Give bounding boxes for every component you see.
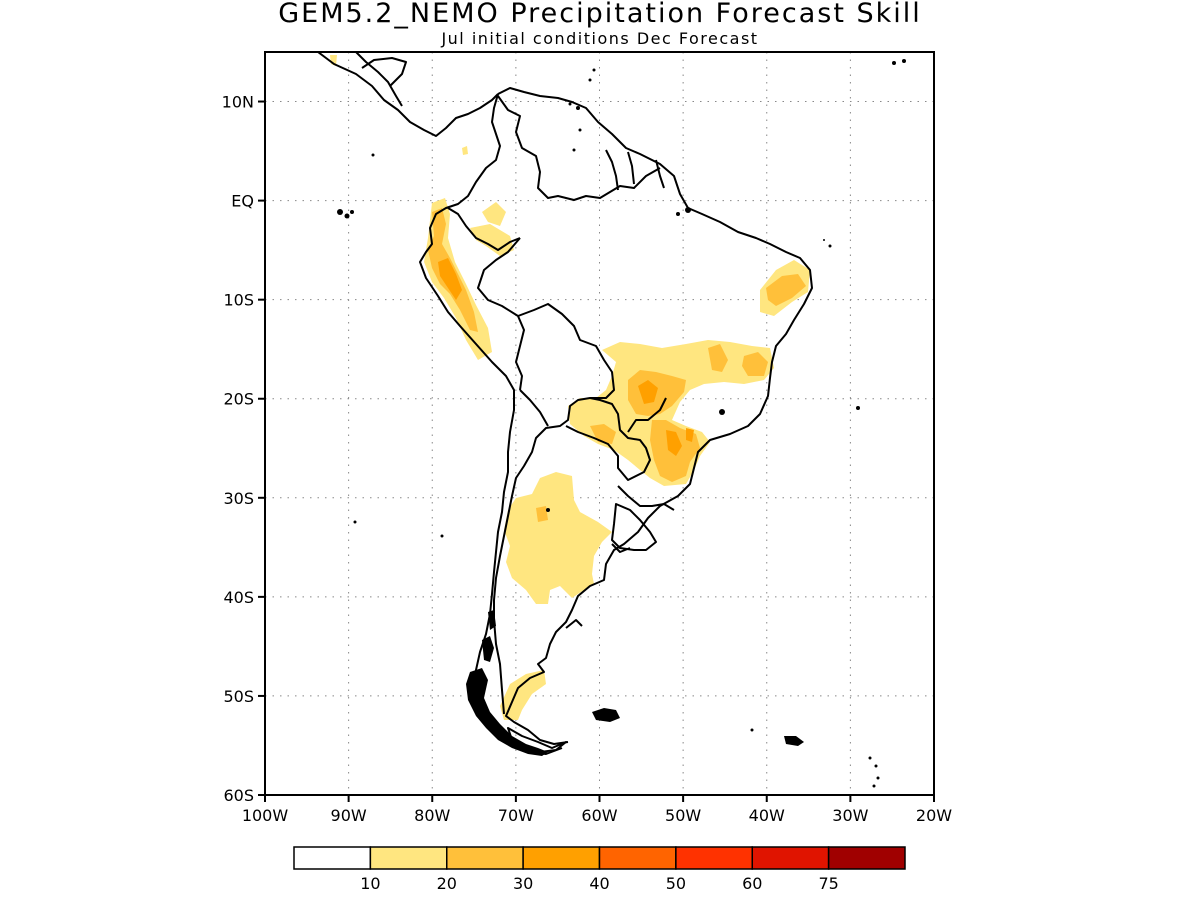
map-title: GEM5.2_NEMO Precipitation Forecast Skill — [278, 0, 922, 29]
colorbar-swatch — [446, 846, 524, 870]
coastlines — [317, 52, 813, 755]
y-tick-label: 40S — [223, 588, 254, 607]
colorbar-label: 40 — [589, 874, 609, 893]
y-tick-label: 10S — [223, 291, 254, 310]
colorbar-swatch — [293, 846, 372, 870]
colorbar-label: 50 — [666, 874, 686, 893]
colorbar-label: 30 — [513, 874, 533, 893]
fjord-coast-detail — [466, 610, 548, 756]
y-tick-label: 20S — [223, 390, 254, 409]
colorbar-swatch — [522, 846, 601, 870]
skill-shading-30-40 — [438, 258, 694, 456]
islands — [337, 59, 906, 788]
colorbar: 10 20 30 40 50 60 75 — [293, 846, 906, 893]
colorbar-swatch — [827, 846, 906, 870]
x-tick-label: 60W — [581, 806, 617, 825]
x-tick-label: 50W — [665, 806, 701, 825]
x-tick-label: 100W — [242, 806, 289, 825]
x-tick-label: 40W — [749, 806, 785, 825]
colorbar-swatch — [598, 846, 677, 870]
map-subtitle: Jul initial conditions Dec Forecast — [441, 29, 759, 48]
colorbar-swatch — [369, 846, 448, 870]
y-tick-label: 30S — [223, 489, 254, 508]
x-tick-label: 30W — [832, 806, 868, 825]
x-tick-label: 70W — [498, 806, 534, 825]
colorbar-swatch — [675, 846, 753, 870]
colorbar-label: 10 — [360, 874, 380, 893]
y-tick-label: EQ — [231, 192, 254, 211]
x-tick-label: 80W — [414, 806, 450, 825]
y-tick-label: 60S — [223, 786, 254, 805]
y-tick-label: 50S — [223, 687, 254, 706]
x-tick-label: 90W — [331, 806, 367, 825]
colorbar-label: 75 — [818, 874, 838, 893]
colorbar-swatch — [751, 846, 830, 870]
y-tick-label: 10N — [222, 93, 254, 112]
colorbar-label: 20 — [437, 874, 457, 893]
colorbar-label: 60 — [742, 874, 762, 893]
x-tick-label: 20W — [916, 806, 952, 825]
